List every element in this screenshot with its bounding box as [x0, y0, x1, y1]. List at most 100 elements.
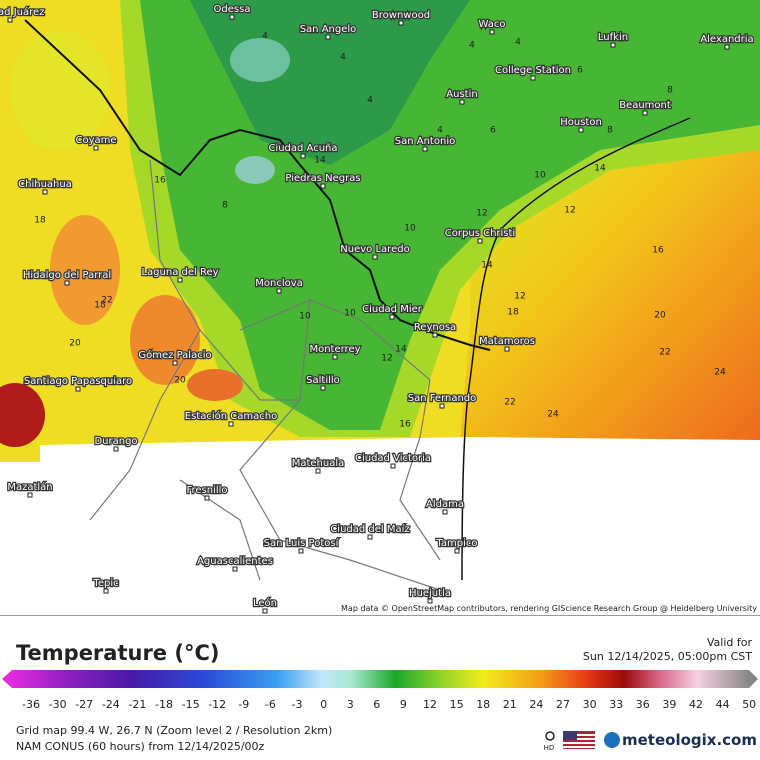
city-marker — [103, 588, 109, 594]
city-marker — [42, 189, 48, 195]
city-label: Mazatlán — [7, 481, 52, 493]
city-label: Houston — [560, 117, 602, 128]
contour-label: 10 — [344, 309, 356, 319]
city-marker — [320, 183, 326, 189]
city-label: Chihuahua — [18, 179, 72, 190]
city-label: Ciudad Victoria — [355, 453, 431, 464]
scale-label: 18 — [476, 698, 490, 711]
contour-label: 14 — [594, 164, 606, 174]
contour-label: 16 — [404, 306, 416, 316]
model-info: NAM CONUS (60 hours) from 12/14/2025/00z — [16, 740, 265, 753]
contour-label: 24 — [714, 368, 726, 378]
city-label: Hidalgo del Parral — [23, 270, 111, 281]
city-marker — [325, 34, 331, 40]
scale-label: 21 — [503, 698, 517, 711]
city-label: Ciudad Mier — [362, 304, 423, 315]
contour-label: 20 — [654, 311, 666, 321]
city-label: Tampico — [435, 538, 477, 549]
city-label: Waco — [479, 19, 506, 30]
contour-label: 24 — [547, 410, 559, 420]
city-label: Tepic — [92, 578, 118, 589]
bar-arrow-right — [749, 670, 758, 688]
scale-label: -21 — [128, 698, 146, 711]
city-marker — [610, 42, 616, 48]
scale-label: 39 — [662, 698, 676, 711]
scale-label: 24 — [529, 698, 543, 711]
city-label: Brownwood — [372, 10, 430, 21]
city-label: Aguascalientes — [197, 556, 273, 567]
city-marker — [64, 280, 70, 286]
city-marker — [372, 254, 378, 260]
city-label: Santiago Papasquiaro — [24, 376, 132, 387]
flag[interactable] — [563, 731, 595, 749]
city-marker — [398, 20, 404, 26]
color-bar — [12, 670, 749, 688]
contour-label: 22 — [101, 296, 112, 306]
scale-label: -18 — [155, 698, 173, 711]
scale-label: 33 — [609, 698, 623, 711]
scale-label: -30 — [49, 698, 67, 711]
city-marker — [427, 598, 433, 604]
scale-label: 42 — [689, 698, 703, 711]
brand[interactable]: meteologix.com — [622, 731, 757, 749]
contour-label: 12 — [476, 209, 487, 219]
city-marker — [432, 332, 438, 338]
contour-label: 14 — [395, 345, 407, 355]
scale-label: 9 — [400, 698, 407, 711]
city-label: Estación Camacho — [185, 410, 277, 422]
contour-label: 20 — [174, 376, 186, 386]
city-label: Monclova — [255, 278, 303, 289]
city-marker — [113, 446, 119, 452]
city-label: Lufkin — [598, 32, 628, 43]
city-marker — [177, 277, 183, 283]
scale-label: -12 — [208, 698, 226, 711]
scale-label: 27 — [556, 698, 570, 711]
grid-info: Grid map 99.4 W, 26.7 N (Zoom level 2 / … — [16, 724, 332, 737]
contour-label: 4 — [515, 38, 521, 48]
contour-label: 12 — [564, 206, 575, 216]
contour-label: 12 — [514, 292, 525, 302]
city-marker — [367, 534, 373, 540]
city-marker — [320, 385, 326, 391]
city-label: Ciudad Acuña — [268, 143, 337, 154]
city-label: Beaumont — [619, 100, 671, 111]
city-label: Odessa — [214, 4, 251, 15]
city-marker — [315, 468, 321, 474]
city-marker — [332, 354, 338, 360]
contour-label: 4 — [437, 126, 443, 136]
zoom-icon[interactable] — [545, 731, 555, 741]
city-marker — [477, 238, 483, 244]
city-marker — [300, 153, 306, 159]
city-marker — [390, 463, 396, 469]
attribution: Map data © OpenStreetMap contributors, r… — [341, 604, 757, 613]
contour-label: 4 — [262, 32, 268, 42]
contour-label: 18 — [34, 216, 46, 226]
city-label: Corpus Christi — [445, 228, 515, 239]
city-marker — [489, 29, 495, 35]
contour-label: 22 — [504, 398, 515, 408]
city-label: Matamoros — [479, 336, 535, 347]
city-marker — [298, 548, 304, 554]
contour-label: 8 — [222, 201, 228, 211]
city-label: San Luis Potosí — [264, 537, 340, 549]
legend-title: Temperature (°C) — [16, 641, 219, 665]
scale-label: -9 — [238, 698, 249, 711]
contour-label: 6 — [490, 126, 496, 136]
contour-label: 6 — [577, 66, 583, 76]
contour-label: 4 — [469, 41, 475, 51]
scale-label: 30 — [583, 698, 597, 711]
scale-label: -6 — [265, 698, 276, 711]
city-marker — [204, 495, 210, 501]
scale-label: 6 — [373, 698, 380, 711]
city-label: Austin — [446, 89, 477, 100]
city-marker — [228, 421, 234, 427]
city-marker — [172, 360, 178, 366]
city-label: Monterrey — [309, 344, 360, 355]
city-marker — [7, 17, 13, 23]
contour-label: 22 — [659, 348, 670, 358]
scale-label: -15 — [182, 698, 200, 711]
contour-label: 14 — [314, 156, 326, 166]
scale-label: -27 — [75, 698, 93, 711]
city-marker — [27, 492, 33, 498]
